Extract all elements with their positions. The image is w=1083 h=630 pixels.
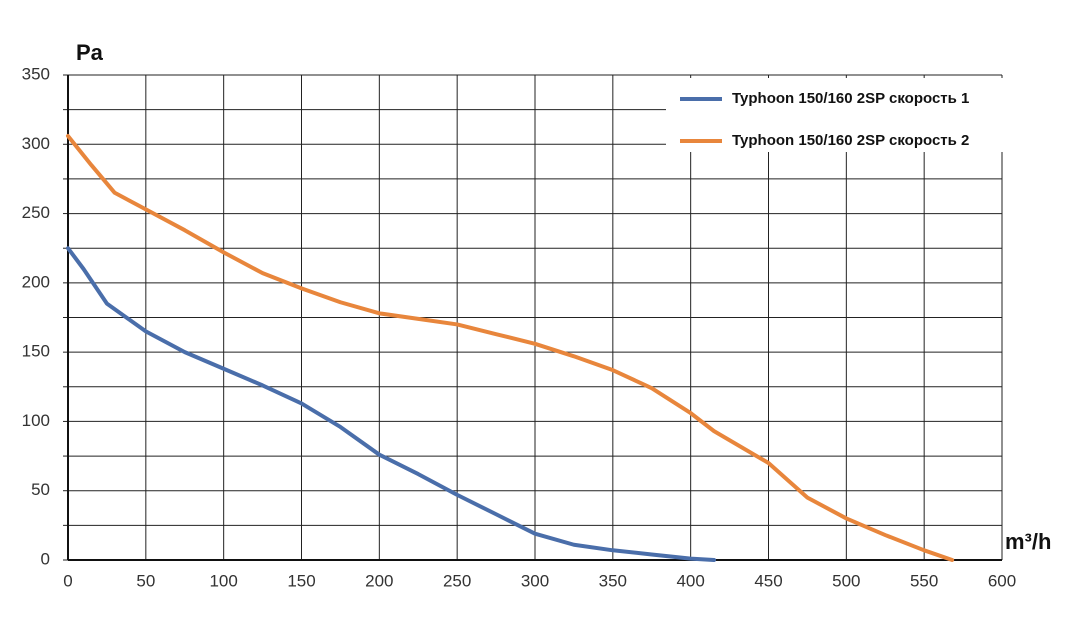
y-axis-label: Pa [76,40,104,65]
line-series [66,133,955,562]
x-tick-label: 550 [910,571,938,590]
legend-label: Typhoon 150/160 2SP скорость 2 [732,132,969,149]
x-tick-label: 50 [136,571,155,590]
y-tick-label: 50 [31,480,50,499]
x-tick-label: 0 [63,571,72,590]
x-tick-label: 400 [676,571,704,590]
legend [666,78,1006,152]
x-tick-label: 300 [521,571,549,590]
y-tick-label: 300 [22,134,50,153]
y-tick-label: 350 [22,64,50,83]
x-tick-label: 350 [599,571,627,590]
y-tick-label: 0 [41,549,50,568]
y-tick-label: 150 [22,342,50,361]
x-tick-label: 500 [832,571,860,590]
y-tick-label: 250 [22,203,50,222]
x-tick-label: 150 [287,571,315,590]
line-series [66,246,717,562]
x-axis-label: m³/h [1005,529,1051,554]
x-tick-label: 450 [754,571,782,590]
x-tick-label: 100 [209,571,237,590]
x-tick-label: 600 [988,571,1016,590]
y-tick-label: 100 [22,411,50,430]
x-tick-label: 200 [365,571,393,590]
legend-label: Typhoon 150/160 2SP скорость 1 [732,90,969,107]
x-tick-label: 250 [443,571,471,590]
y-tick-label: 200 [22,272,50,291]
